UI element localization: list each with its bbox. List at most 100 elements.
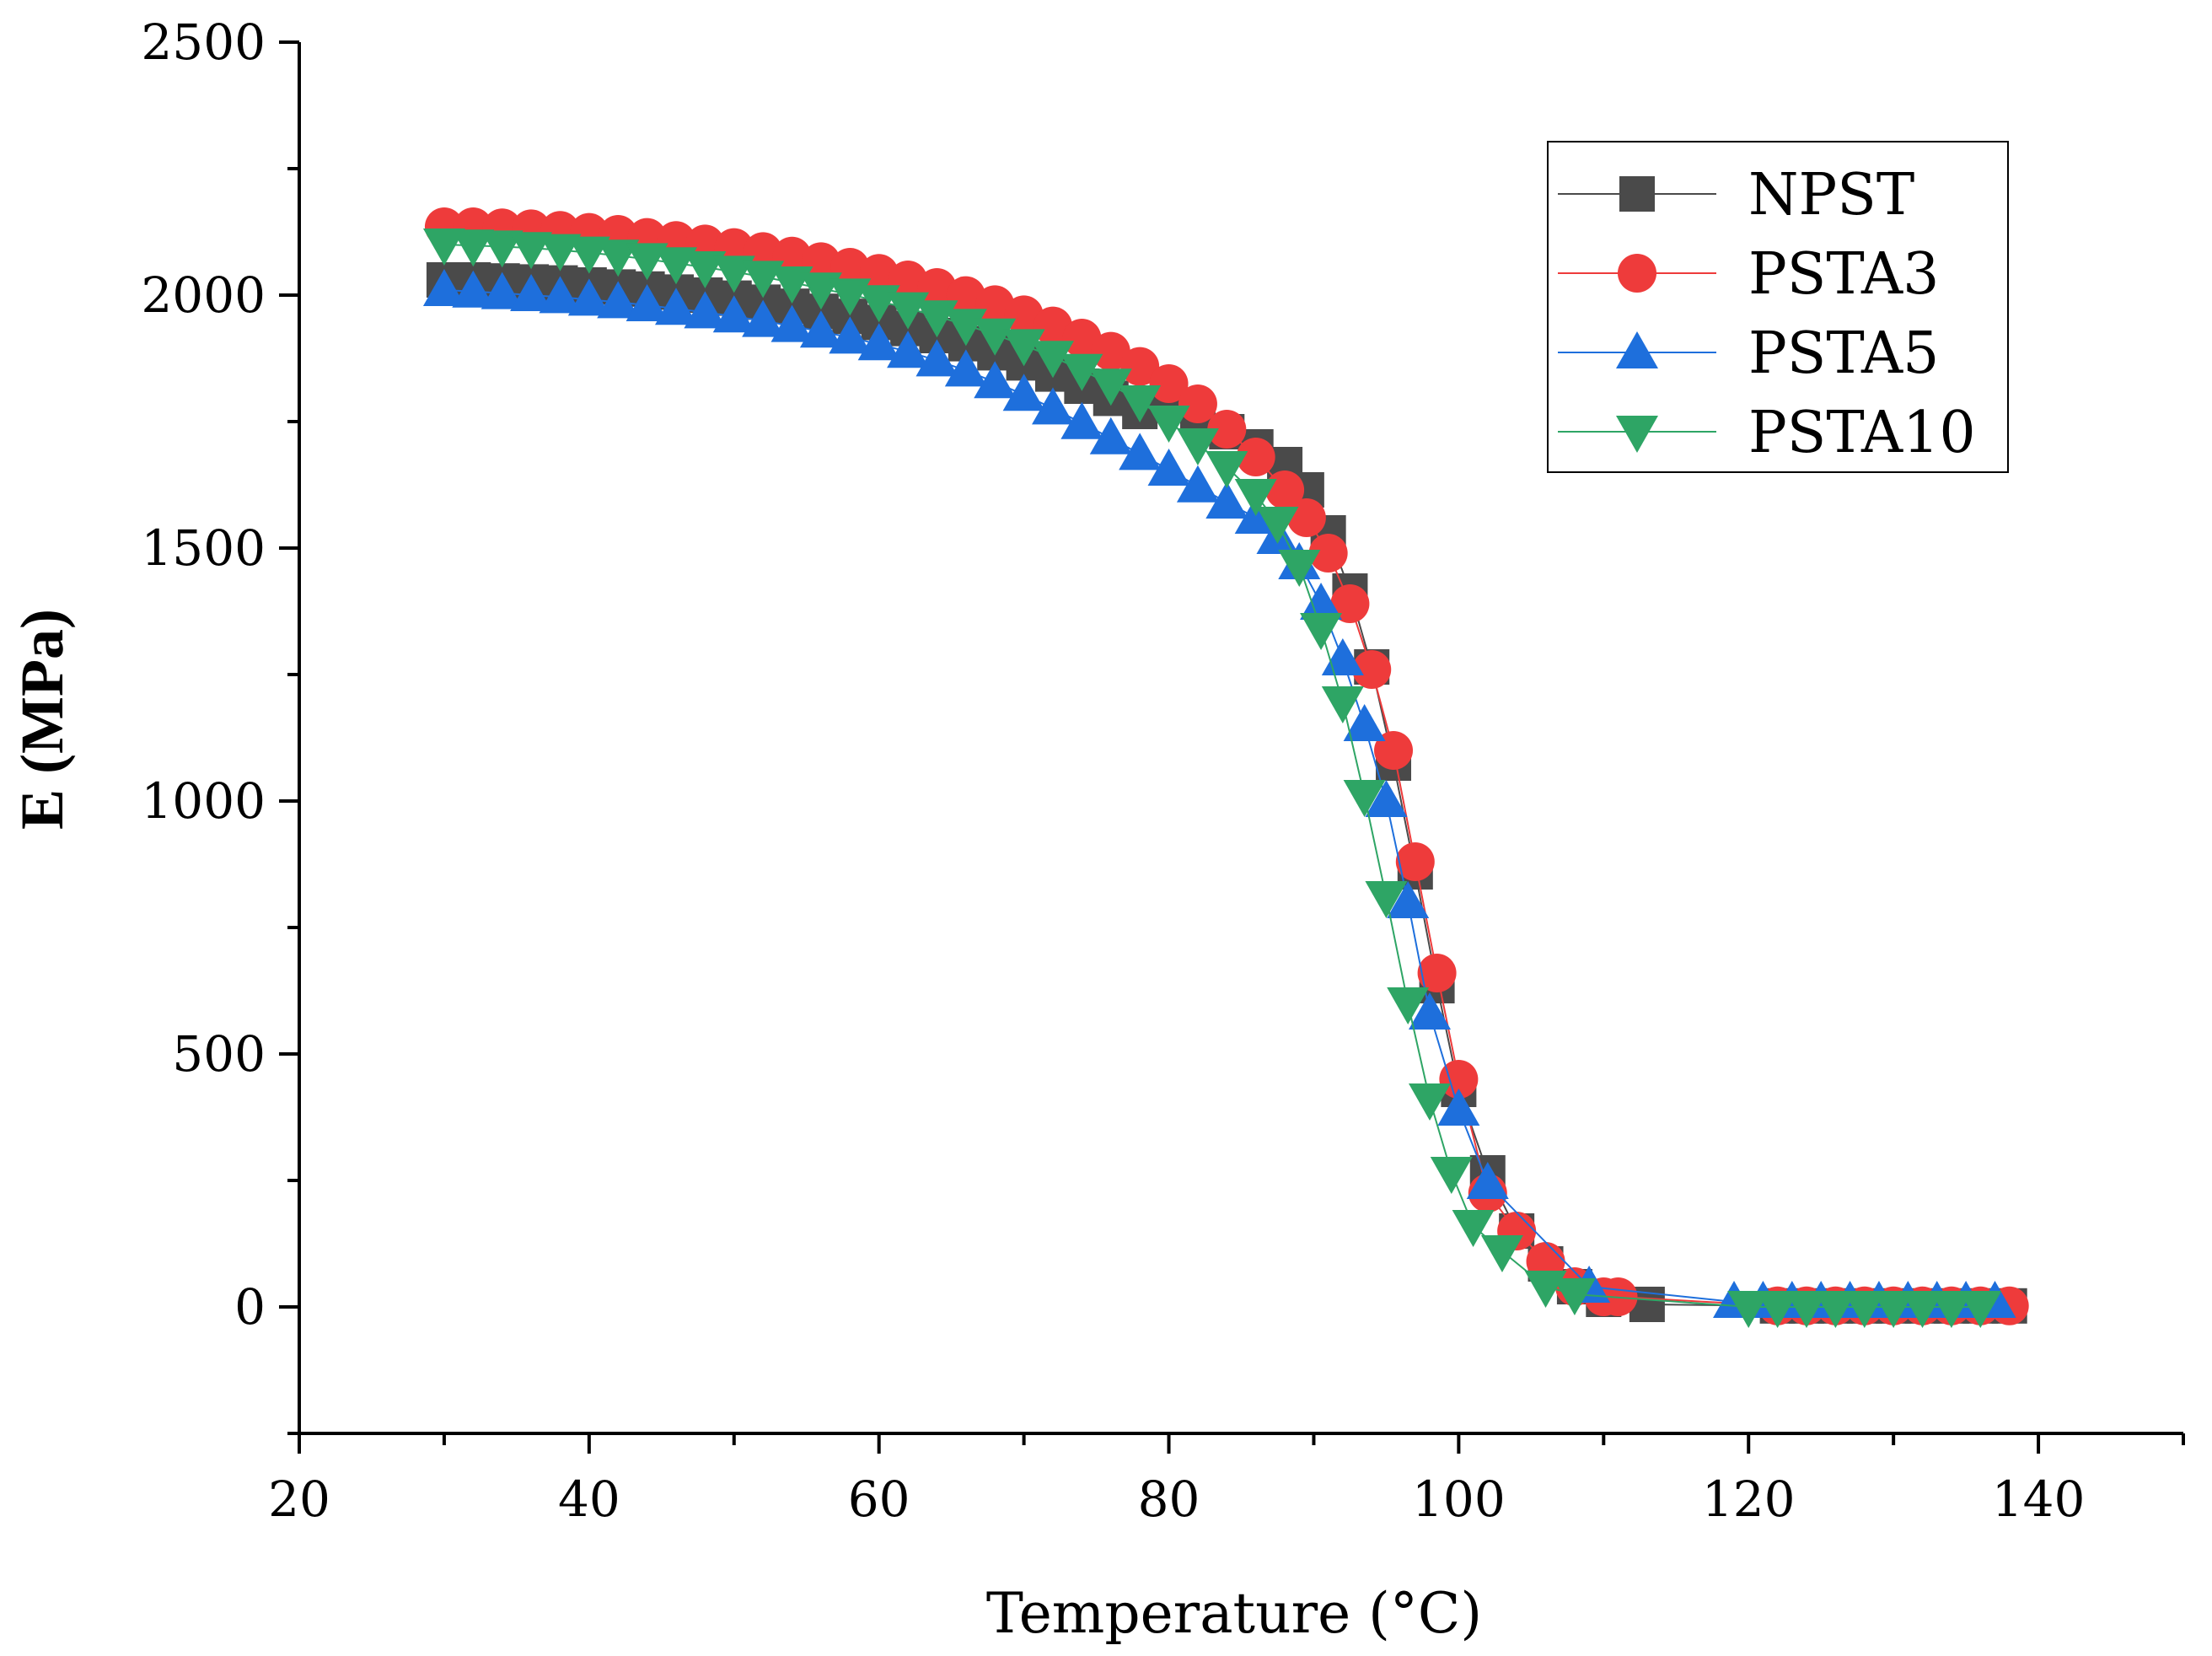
data-point xyxy=(1300,613,1343,650)
data-point xyxy=(481,230,523,268)
data-point xyxy=(1147,406,1190,443)
legend: NPST PSTA3 PSTA5 PSTA10 xyxy=(1547,141,2009,473)
data-point xyxy=(597,239,640,277)
data-point xyxy=(1727,1291,1770,1328)
data-point xyxy=(597,281,640,319)
y-tick-label: 2000 xyxy=(141,266,266,324)
series-psta10 xyxy=(422,229,2002,1328)
y-tick-label: 1000 xyxy=(141,772,266,830)
data-point xyxy=(1321,686,1364,723)
y-axis-title: E (MPa) xyxy=(8,609,76,830)
data-point xyxy=(1437,1089,1480,1126)
x-tick-label: 60 xyxy=(848,1471,910,1528)
data-point xyxy=(1120,347,1160,386)
data-point xyxy=(1278,550,1321,587)
data-point xyxy=(1785,1291,1828,1328)
data-point xyxy=(1387,987,1430,1024)
data-point xyxy=(1430,1157,1473,1194)
data-point xyxy=(1417,954,1457,992)
data-point xyxy=(1365,780,1408,817)
data-point xyxy=(1060,401,1103,439)
y-tick-label: 1500 xyxy=(141,519,266,577)
data-point xyxy=(1872,1291,1915,1328)
data-point xyxy=(887,331,930,368)
data-point xyxy=(1032,341,1074,379)
y-tick-label: 0 xyxy=(234,1278,266,1336)
data-point xyxy=(1119,433,1162,470)
data-point xyxy=(1365,881,1408,918)
data-point xyxy=(684,291,727,329)
data-point xyxy=(1553,1278,1596,1315)
data-point xyxy=(944,309,987,347)
legend-item-psta5: PSTA5 xyxy=(1558,320,1939,387)
data-point xyxy=(1756,1291,1799,1328)
data-point xyxy=(655,288,697,325)
data-point xyxy=(1343,780,1386,817)
legend-marker xyxy=(1618,254,1656,293)
data-point xyxy=(452,270,495,308)
data-point xyxy=(625,243,668,281)
legend-label: PSTA3 xyxy=(1748,241,1939,308)
data-point xyxy=(567,278,610,316)
data-point xyxy=(1300,583,1343,620)
data-point xyxy=(1409,992,1451,1030)
data-point xyxy=(944,349,987,387)
data-point xyxy=(1343,704,1386,741)
x-tick-label: 80 xyxy=(1138,1471,1200,1528)
data-point xyxy=(1119,385,1162,422)
legend-item-psta3: PSTA3 xyxy=(1558,241,1939,308)
data-point xyxy=(1147,449,1190,486)
data-point xyxy=(801,242,840,282)
data-point xyxy=(1843,1291,1886,1328)
data-point xyxy=(1205,451,1248,488)
data-point xyxy=(625,284,668,321)
data-point xyxy=(1176,428,1219,465)
x-tick-label: 140 xyxy=(1992,1471,2086,1528)
data-point xyxy=(655,247,697,285)
data-point xyxy=(742,299,785,337)
data-point xyxy=(1034,306,1072,346)
data-point xyxy=(1032,387,1074,425)
data-point xyxy=(1205,481,1248,519)
data-point xyxy=(712,295,755,333)
data-point xyxy=(1352,650,1392,689)
legend-label: NPST xyxy=(1748,162,1914,229)
data-point xyxy=(974,318,1017,356)
data-point xyxy=(1234,479,1277,516)
data-point xyxy=(1060,353,1103,391)
data-point xyxy=(889,261,928,299)
data-point xyxy=(567,236,610,274)
data-point xyxy=(1286,498,1326,537)
data-point xyxy=(1959,1291,2002,1328)
data-point xyxy=(1002,329,1045,367)
data-point xyxy=(1062,319,1102,358)
legend-marker xyxy=(1616,331,1658,368)
x-tick-label: 120 xyxy=(1702,1471,1796,1528)
legend-label: PSTA10 xyxy=(1748,400,1976,466)
data-point xyxy=(422,269,465,306)
data-point xyxy=(1149,364,1189,403)
data-point xyxy=(1387,881,1430,918)
data-point xyxy=(829,316,872,354)
legend-label: PSTA5 xyxy=(1748,320,1939,387)
data-point xyxy=(1207,410,1247,449)
legend-marker xyxy=(1619,176,1655,212)
y-tick-label: 500 xyxy=(172,1025,266,1083)
data-point xyxy=(1308,534,1348,573)
legend-item-npst: NPST xyxy=(1558,162,1914,229)
data-point xyxy=(1178,384,1217,423)
data-point xyxy=(1814,1291,1857,1328)
data-point xyxy=(1930,1291,1973,1328)
data-point xyxy=(539,234,582,272)
data-point xyxy=(857,323,900,361)
data-point xyxy=(1091,331,1130,371)
data-point xyxy=(1480,1235,1523,1272)
data-point xyxy=(1439,1060,1479,1099)
x-axis-title: Temperature (°C) xyxy=(986,1581,1482,1646)
data-point xyxy=(1409,1083,1451,1121)
data-point xyxy=(452,229,495,267)
data-point xyxy=(684,251,727,288)
data-point xyxy=(1176,465,1219,503)
data-point xyxy=(1395,842,1435,881)
